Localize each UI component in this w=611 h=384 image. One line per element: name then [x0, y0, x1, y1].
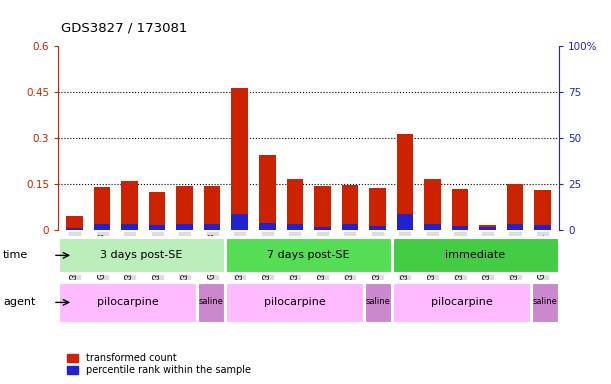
Bar — [507, 184, 523, 230]
Bar — [424, 223, 441, 230]
Text: pilocarpine: pilocarpine — [431, 296, 492, 306]
Bar — [397, 214, 413, 230]
Bar — [507, 223, 523, 230]
Bar — [393, 238, 558, 272]
Text: 7 days post-SE: 7 days post-SE — [267, 250, 350, 260]
Bar — [314, 185, 331, 230]
Bar — [122, 223, 138, 230]
Bar — [452, 189, 468, 230]
Legend: transformed count, percentile rank within the sample: transformed count, percentile rank withi… — [63, 349, 255, 379]
Bar — [177, 187, 193, 230]
Bar — [259, 155, 276, 230]
Bar — [534, 225, 551, 230]
Bar — [67, 216, 83, 230]
Bar — [149, 192, 166, 230]
Bar — [198, 283, 224, 322]
Text: immediate: immediate — [445, 250, 506, 260]
Bar — [369, 226, 386, 230]
Bar — [393, 283, 530, 322]
Bar — [314, 227, 331, 230]
Bar — [479, 225, 496, 230]
Bar — [67, 228, 83, 230]
Bar — [59, 283, 196, 322]
Bar — [204, 223, 221, 230]
Bar — [226, 238, 391, 272]
Text: 3 days post-SE: 3 days post-SE — [100, 250, 183, 260]
Bar — [226, 283, 364, 322]
Bar — [94, 187, 111, 230]
Bar — [232, 214, 248, 230]
Text: time: time — [3, 250, 28, 260]
Bar — [232, 88, 248, 230]
Text: pilocarpine: pilocarpine — [97, 296, 158, 306]
Text: saline: saline — [199, 297, 224, 306]
Text: pilocarpine: pilocarpine — [264, 296, 326, 306]
Bar — [452, 226, 468, 230]
Bar — [479, 227, 496, 230]
Bar — [397, 134, 413, 230]
Text: GDS3827 / 173081: GDS3827 / 173081 — [61, 22, 188, 35]
Bar — [369, 188, 386, 230]
Bar — [177, 223, 193, 230]
Bar — [365, 283, 391, 322]
Bar — [342, 185, 358, 230]
Bar — [534, 190, 551, 230]
Bar — [342, 224, 358, 230]
Bar — [204, 185, 221, 230]
Bar — [287, 179, 303, 230]
Bar — [259, 223, 276, 230]
Text: saline: saline — [366, 297, 390, 306]
Bar — [532, 283, 558, 322]
Bar — [424, 179, 441, 230]
Text: agent: agent — [3, 297, 35, 308]
Bar — [149, 225, 166, 230]
Text: saline: saline — [533, 297, 558, 306]
Bar — [122, 181, 138, 230]
Bar — [59, 238, 224, 272]
Bar — [94, 223, 111, 230]
Bar — [287, 223, 303, 230]
